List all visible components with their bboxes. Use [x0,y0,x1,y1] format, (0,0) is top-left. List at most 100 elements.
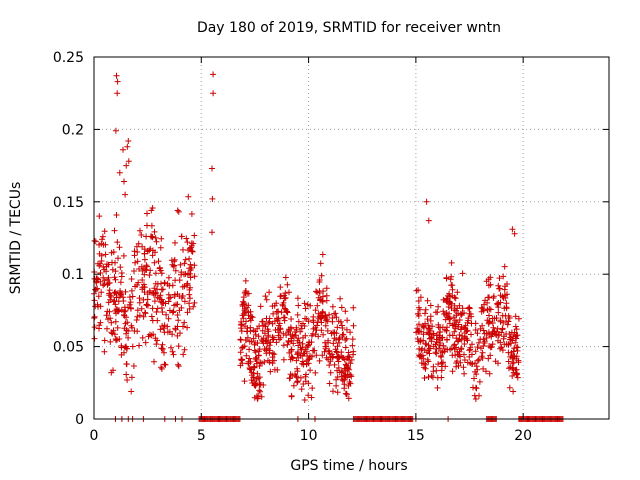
data-point [165,315,172,322]
data-point [350,351,357,358]
data-point [114,336,121,343]
data-point [270,310,277,317]
data-point [263,296,270,303]
data-point [467,344,474,351]
data-point [316,277,323,283]
data-point [269,354,276,361]
data-point [342,337,349,343]
data-point [246,346,253,353]
data-point [294,365,301,372]
data-point [342,344,349,351]
data-point [329,351,335,358]
data-point [282,274,289,281]
data-point [442,345,448,352]
data-point [113,72,120,79]
data-point [335,318,342,325]
data-point [437,329,444,336]
data-point [510,388,517,395]
data-point [175,208,182,215]
data-point [98,289,105,296]
data-point [266,318,273,325]
data-point [238,328,245,335]
data-point [94,285,100,292]
data-point [118,273,125,280]
data-point [421,364,428,371]
data-point [350,322,357,329]
data-point [468,331,474,338]
data-point [510,333,517,340]
data-point [428,334,435,341]
data-point [140,296,147,303]
data-point [415,304,422,311]
data-point [490,295,497,301]
data-point [480,365,487,372]
data-point [316,290,323,296]
data-point [299,358,306,365]
data-point [97,270,104,276]
data-point [287,356,294,363]
data-point [413,287,420,294]
data-point [446,316,453,323]
data-point [419,322,426,329]
data-point [262,321,268,328]
data-point [478,304,485,311]
data-point [441,348,448,355]
data-point [314,319,321,325]
data-point [252,356,259,362]
data-point [461,351,467,358]
data-point [209,195,216,202]
data-point [475,356,482,363]
data-point [110,327,117,334]
data-point [415,310,422,317]
data-point [163,311,170,318]
data-point [191,262,198,269]
data-point [471,392,478,399]
data-point [146,331,153,338]
data-point [171,302,178,309]
data-point [447,276,454,283]
data-point [238,357,245,364]
data-point [432,341,439,348]
data-point [495,282,502,289]
data-point [472,396,479,402]
y-tick-label: 0.1 [62,267,84,283]
data-point [158,365,165,372]
data-point [457,346,464,353]
data-point [495,309,502,316]
data-point [108,249,115,256]
data-point [240,300,247,306]
data-point [107,315,114,322]
data-point [477,325,484,332]
data-point [503,331,510,337]
data-point [312,307,319,314]
data-point [336,335,343,342]
data-point [251,394,258,401]
data-point [151,228,158,235]
data-point [434,374,441,381]
data-point [316,313,323,320]
data-point [184,324,191,331]
data-point [138,232,145,238]
data-point [475,339,482,346]
data-point [327,369,334,376]
data-point [258,393,265,400]
data-point [480,343,487,349]
data-point [101,337,108,344]
data-point [256,323,263,330]
data-point [488,344,495,350]
data-point [417,294,424,301]
data-point [118,344,125,351]
data-point [139,277,146,283]
data-point [149,234,156,241]
data-point [436,345,443,352]
data-point [118,351,125,358]
data-point [247,315,253,322]
data-point [146,272,153,279]
data-point [468,361,475,368]
data-point [498,344,505,351]
data-point [461,370,468,377]
data-point [98,258,105,264]
data-point [128,374,135,381]
data-point [285,327,292,334]
data-point [121,308,128,315]
